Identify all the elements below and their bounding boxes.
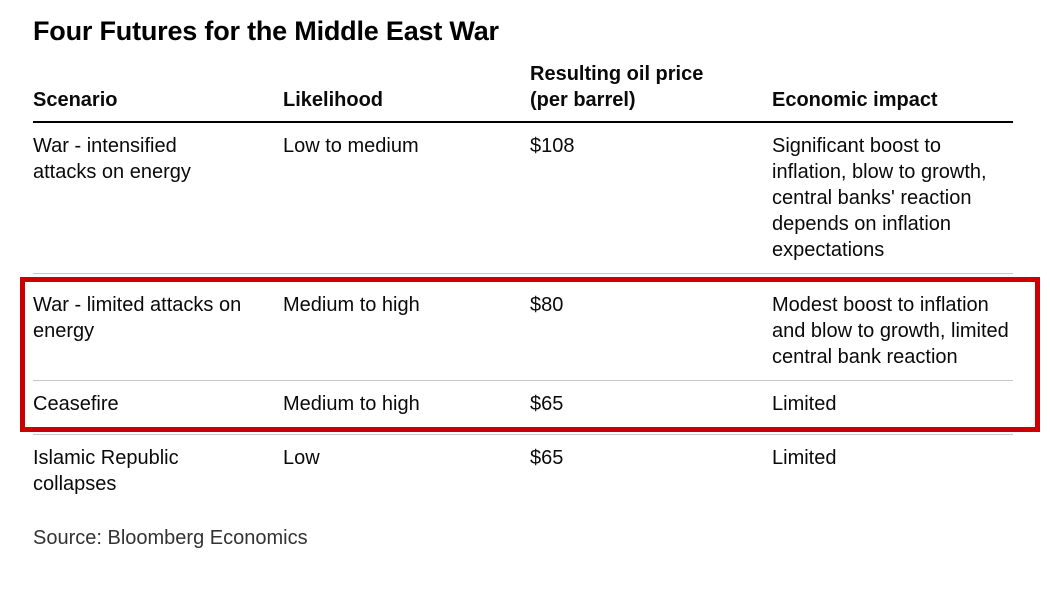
- table-row-war-limited: War - limited attacks on energy Medium t…: [33, 282, 1013, 381]
- table-header-row: Scenario Likelihood Resulting oil price …: [33, 61, 1013, 123]
- cell-oil-price: $65: [530, 447, 564, 469]
- cell-oil-price: $65: [530, 393, 564, 415]
- cell-economic-impact: Modest boost to inflation and blow to gr…: [772, 294, 1009, 368]
- col-header-economic-impact: Economic impact: [772, 89, 938, 111]
- cell-likelihood: Low to medium: [283, 135, 419, 157]
- cell-likelihood: Medium to high: [283, 294, 420, 316]
- cell-economic-impact: Limited: [772, 447, 837, 469]
- table-row-republic-collapses: Islamic Republic collapses Low $65 Limit…: [33, 434, 1013, 507]
- scenarios-table: Scenario Likelihood Resulting oil price …: [20, 61, 1040, 507]
- cell-scenario: Islamic Republic collapses: [33, 447, 179, 495]
- cell-oil-price: $108: [530, 135, 575, 157]
- cell-scenario: Ceasefire: [33, 393, 119, 415]
- cell-likelihood: Medium to high: [283, 393, 420, 415]
- cell-likelihood: Low: [283, 447, 320, 469]
- col-header-scenario: Scenario: [33, 89, 118, 111]
- col-header-oil-price: Resulting oil price (per barrel): [530, 63, 704, 111]
- cell-economic-impact: Limited: [772, 393, 837, 415]
- highlight-box: War - limited attacks on energy Medium t…: [20, 277, 1040, 432]
- table-row-war-intensified: War - intensified attacks on energy Low …: [33, 123, 1013, 274]
- table-row-ceasefire: Ceasefire Medium to high $65 Limited: [33, 381, 1013, 427]
- col-header-likelihood: Likelihood: [283, 89, 383, 111]
- cell-scenario: War - intensified attacks on energy: [33, 135, 191, 183]
- chart-title: Four Futures for the Middle East War: [33, 16, 499, 46]
- cell-scenario: War - limited attacks on energy: [33, 294, 242, 342]
- cell-economic-impact: Significant boost to inflation, blow to …: [772, 135, 987, 261]
- source-note: Source: Bloomberg Economics: [33, 527, 308, 549]
- cell-oil-price: $80: [530, 294, 564, 316]
